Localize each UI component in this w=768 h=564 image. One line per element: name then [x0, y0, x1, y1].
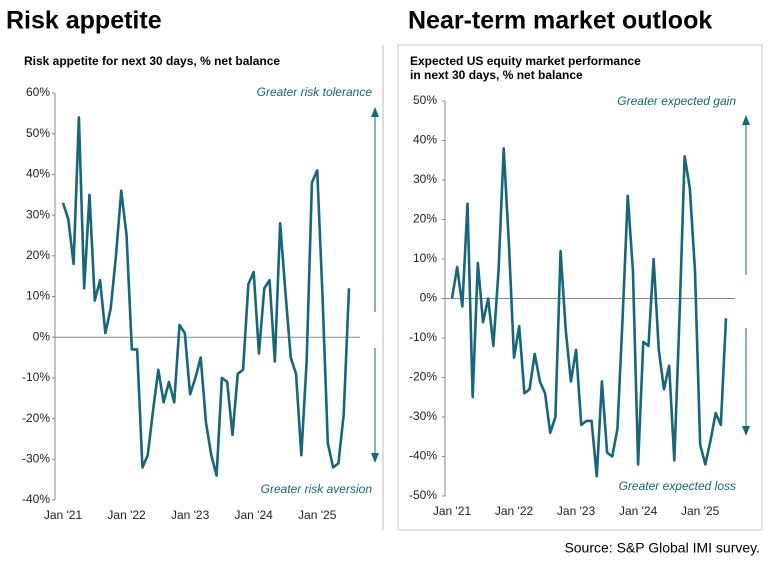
- y-tick-label: 20%: [413, 212, 437, 226]
- y-tick-label: 10%: [26, 289, 50, 303]
- panel-border: [397, 44, 763, 531]
- panel-title: Near-term market outlook: [408, 7, 712, 35]
- subtitle: in next 30 days, % net balance: [410, 68, 583, 82]
- y-tick-label: -20%: [409, 370, 437, 384]
- x-tick-label: Jan '21: [433, 504, 472, 518]
- y-tick-label: 20%: [26, 248, 50, 262]
- annotation: Greater expected loss: [619, 479, 736, 493]
- series-line: [450, 147, 728, 478]
- annotation: Greater expected gain: [617, 94, 736, 108]
- y-tick-label: -30%: [22, 451, 50, 465]
- x-tick-label: Jan '24: [235, 508, 274, 522]
- y-tick-label: -40%: [22, 492, 50, 506]
- series-line: [61, 116, 351, 477]
- x-tick-label: Jan '23: [557, 504, 596, 518]
- y-tick-label: -50%: [409, 488, 437, 502]
- y-tick-label: -20%: [22, 411, 50, 425]
- y-tick-label: 40%: [413, 133, 437, 147]
- subtitle: Expected US equity market performance: [410, 54, 641, 68]
- y-tick-label: -40%: [409, 449, 437, 463]
- y-tick-label: -10%: [409, 330, 437, 344]
- y-tick-label: 30%: [413, 172, 437, 186]
- y-tick-label: 60%: [26, 85, 50, 99]
- y-tick-label: -30%: [409, 409, 437, 423]
- arrows: [371, 107, 750, 463]
- x-tick-label: Jan '24: [619, 504, 658, 518]
- source: Source: S&P Global IMI survey.: [564, 540, 760, 556]
- y-tick-label: 50%: [26, 126, 50, 140]
- y-tick-label: 40%: [26, 167, 50, 181]
- y-tick-label: -10%: [22, 370, 50, 384]
- x-tick-label: Jan '23: [171, 508, 210, 522]
- panel-title: Risk appetite: [6, 7, 162, 35]
- subtitle: Risk appetite for next 30 days, % net ba…: [24, 54, 280, 68]
- y-tick-label: 0%: [420, 291, 438, 305]
- x-tick-label: Jan '22: [107, 508, 146, 522]
- annotation: Greater risk aversion: [261, 482, 373, 496]
- x-tick-label: Jan '25: [298, 508, 337, 522]
- x-tick-label: Jan '25: [681, 504, 720, 518]
- y-tick-label: 10%: [413, 251, 437, 265]
- y-tick-label: 50%: [413, 93, 437, 107]
- y-tick-label: 0%: [33, 329, 51, 343]
- x-tick-label: Jan '21: [44, 508, 83, 522]
- y-tick-label: 30%: [26, 207, 50, 221]
- annotation: Greater risk tolerance: [257, 85, 373, 99]
- x-tick-label: Jan '22: [495, 504, 534, 518]
